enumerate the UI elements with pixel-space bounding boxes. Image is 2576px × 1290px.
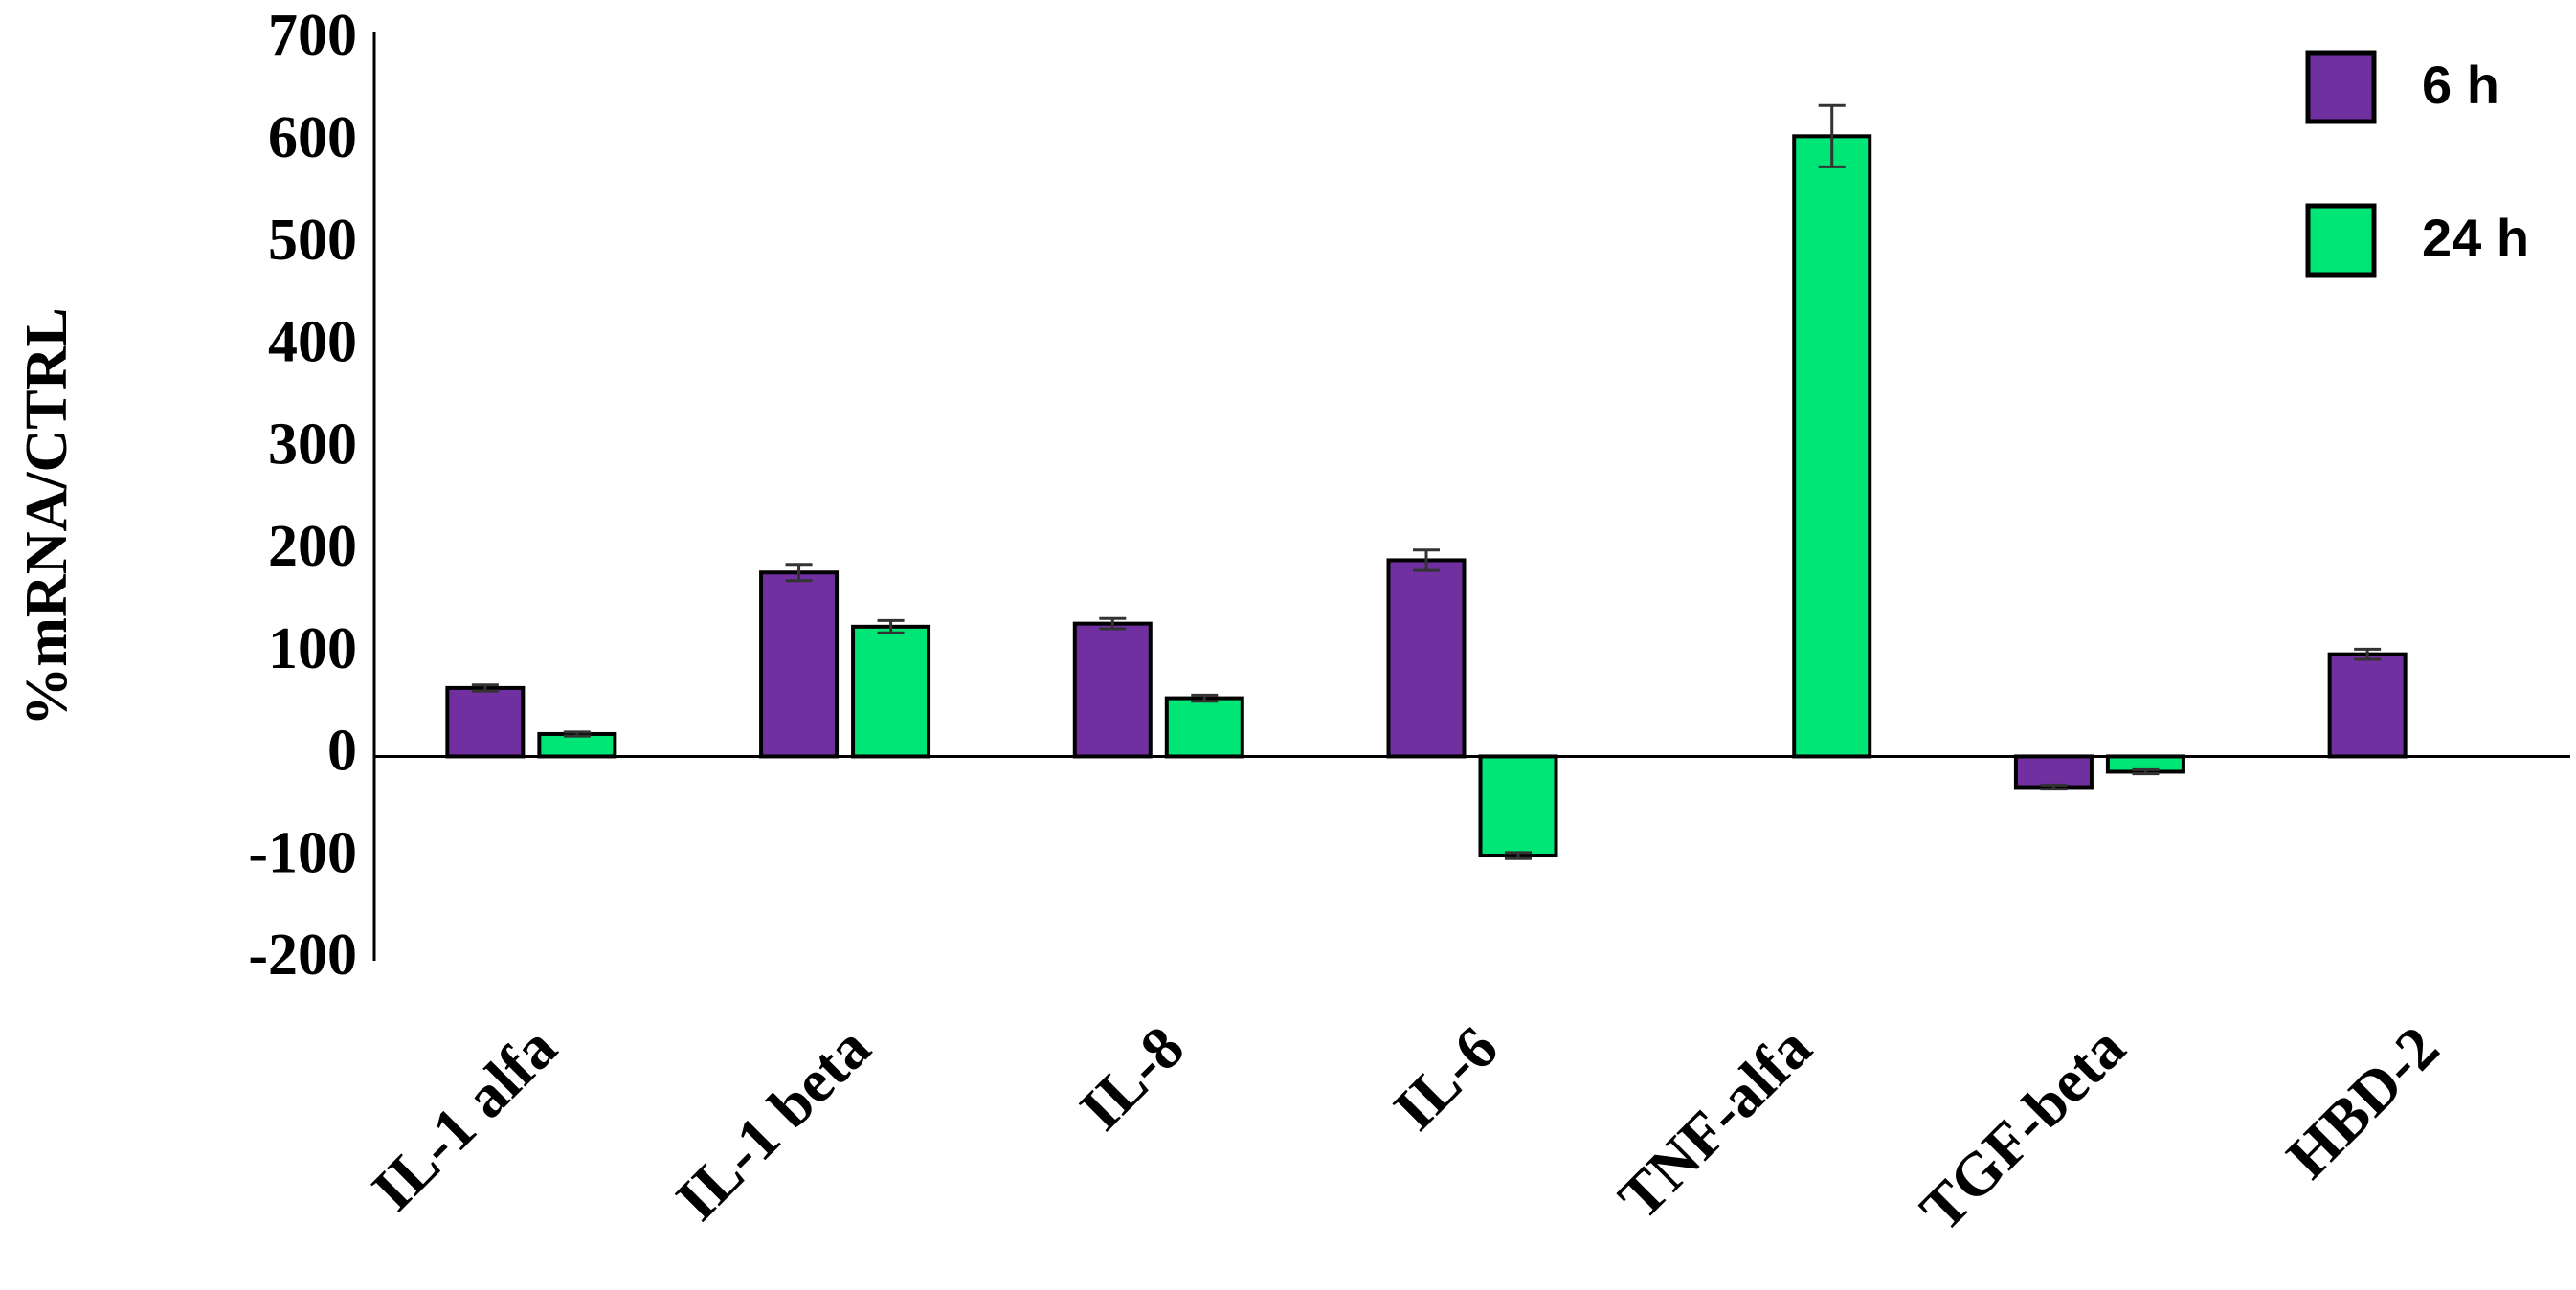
bar bbox=[1792, 134, 1872, 759]
bar bbox=[2013, 754, 2094, 790]
legend-label: 24 h bbox=[2422, 208, 2529, 268]
y-tick-label: -100 bbox=[248, 820, 357, 885]
bar bbox=[445, 685, 526, 759]
x-tick-label: IL-1 alfa bbox=[359, 1013, 570, 1224]
bar bbox=[1164, 696, 1244, 759]
error-bar bbox=[1505, 851, 1532, 860]
bar bbox=[1072, 621, 1153, 759]
y-tick-label: 400 bbox=[268, 310, 357, 375]
error-bar bbox=[785, 563, 813, 583]
error-bar bbox=[2132, 767, 2160, 776]
x-tick-label: TNF-alfa bbox=[1605, 1013, 1825, 1233]
error-bar bbox=[1099, 616, 1127, 631]
y-tick-label: 500 bbox=[268, 208, 357, 273]
error-bar bbox=[1191, 693, 1219, 703]
bar bbox=[2327, 652, 2408, 759]
error-bar bbox=[2040, 783, 2068, 791]
bar bbox=[759, 570, 840, 759]
bar bbox=[1478, 754, 1558, 858]
error-bar bbox=[563, 730, 591, 738]
x-tick-label: TGF-beta bbox=[1907, 1013, 2138, 1244]
error-bar bbox=[877, 618, 905, 634]
y-tick-label: 200 bbox=[268, 514, 357, 579]
error-bar bbox=[2354, 647, 2382, 661]
y-tick-label: 700 bbox=[268, 3, 357, 68]
bar bbox=[1386, 558, 1467, 759]
legend-swatch bbox=[2305, 203, 2377, 278]
y-tick-label: 0 bbox=[327, 719, 357, 784]
x-tick-label: HBD-2 bbox=[2274, 1013, 2452, 1191]
x-tick-label: IL-6 bbox=[1380, 1013, 1511, 1144]
bar bbox=[851, 624, 931, 759]
error-bar bbox=[1818, 103, 1846, 168]
x-tick-label: IL-8 bbox=[1066, 1013, 1197, 1144]
error-bar bbox=[1413, 548, 1440, 572]
legend-label: 6 h bbox=[2422, 55, 2499, 115]
error-bar bbox=[471, 683, 499, 693]
y-tick-label: 600 bbox=[268, 105, 357, 170]
y-tick-label: 300 bbox=[268, 411, 357, 477]
x-tick-label: IL-1 beta bbox=[663, 1013, 884, 1234]
legend-swatch bbox=[2305, 50, 2377, 124]
y-axis-label: %mRNA/CTRL bbox=[14, 307, 79, 725]
y-tick-label: 100 bbox=[268, 616, 357, 681]
y-tick-label: -200 bbox=[248, 923, 357, 988]
